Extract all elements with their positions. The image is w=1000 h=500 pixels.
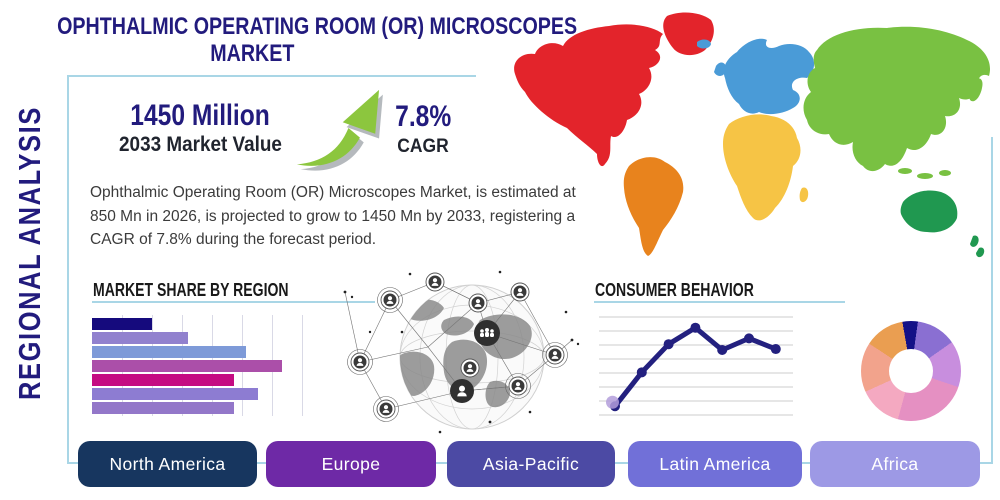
page-title-line1: OPHTHALMIC OPERATING ROOM (OR) MICROSCOP… — [57, 13, 578, 40]
region-button-north-america[interactable]: North America — [78, 441, 257, 487]
market-share-underline — [92, 301, 375, 303]
map-australia — [900, 190, 958, 233]
bar-segment — [92, 332, 189, 344]
bar-segment — [92, 346, 246, 358]
bar-segment — [92, 374, 234, 386]
cagr-label: CAGR — [397, 136, 449, 157]
region-donut-chart — [861, 321, 961, 421]
region-button-europe[interactable]: Europe — [266, 441, 436, 487]
globe-network-graphic — [343, 270, 580, 434]
map-japan — [969, 78, 983, 102]
side-label-regional-analysis: REGIONAL ANALYSIS — [12, 106, 47, 400]
bar-segment — [92, 388, 258, 400]
map-madagascar — [799, 187, 809, 203]
map-asia — [803, 26, 991, 172]
cagr-number: 7.8% — [394, 100, 452, 133]
consumer-behavior-underline — [594, 301, 845, 303]
market-value-number: 1450 Million — [130, 99, 270, 132]
page-title: OPHTHALMIC OPERATING ROOM (OR) MICROSCOP… — [0, 13, 577, 68]
market-description: Ophthalmic Operating Room (OR) Microscop… — [90, 184, 576, 249]
section-title-market-share: MARKET SHARE BY REGION — [93, 280, 289, 300]
section-title-consumer-behavior: CONSUMER BEHAVIOR — [595, 280, 754, 300]
map-new-zealand — [970, 235, 985, 258]
growth-arrow-icon — [296, 89, 383, 171]
bar-segment — [92, 402, 234, 414]
frame-line-left — [67, 75, 69, 463]
region-button-latin-america[interactable]: Latin America — [628, 441, 802, 487]
map-greenland — [663, 12, 714, 56]
donut-hole — [889, 349, 933, 393]
bar-segment — [92, 318, 153, 330]
map-africa — [723, 114, 801, 221]
map-indonesia — [898, 168, 912, 174]
region-button-africa[interactable]: Africa — [810, 441, 980, 487]
consumer-behavior-line-chart — [599, 316, 793, 416]
frame-line-top — [67, 75, 476, 77]
map-europe — [723, 38, 815, 115]
frame-line-right — [991, 137, 993, 464]
map-uk — [714, 62, 727, 76]
region-button-asia-pacific[interactable]: Asia-Pacific — [447, 441, 615, 487]
map-iceland — [697, 39, 711, 49]
market-share-bar-chart — [92, 315, 303, 416]
page-title-line2: MARKET — [210, 39, 295, 67]
map-north-america — [514, 24, 663, 167]
world-map-graphic — [514, 12, 991, 258]
map-south-america — [623, 157, 684, 256]
market-value-label: 2033 Market Value — [118, 133, 282, 156]
bar-segment — [92, 360, 282, 372]
